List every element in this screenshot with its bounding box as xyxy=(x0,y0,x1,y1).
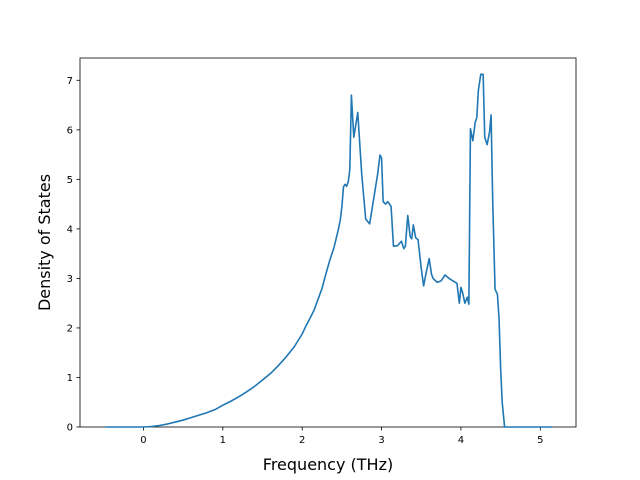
x-tick-label: 5 xyxy=(537,435,543,446)
y-tick-label: 5 xyxy=(67,175,73,186)
x-tick-label: 4 xyxy=(458,435,464,446)
x-tick-label: 1 xyxy=(220,435,226,446)
y-axis-label: Density of States xyxy=(35,174,54,311)
x-tick-label: 0 xyxy=(140,435,146,446)
y-tick-label: 4 xyxy=(67,224,73,235)
y-tick-label: 1 xyxy=(67,373,73,384)
x-axis-ticks: 0 1 2 3 4 5 xyxy=(140,427,543,446)
y-tick-label: 0 xyxy=(67,423,73,434)
x-tick-label: 2 xyxy=(299,435,305,446)
y-tick-label: 2 xyxy=(67,323,73,334)
x-tick-label: 3 xyxy=(378,435,384,446)
dos-series-line xyxy=(105,73,553,428)
y-tick-label: 7 xyxy=(67,76,73,87)
x-axis-label: Frequency (THz) xyxy=(263,455,393,474)
y-tick-label: 3 xyxy=(67,274,73,285)
y-tick-label: 6 xyxy=(67,125,73,136)
y-axis-ticks: 0 1 2 3 4 5 6 7 xyxy=(67,76,80,434)
plot-area xyxy=(79,57,577,428)
